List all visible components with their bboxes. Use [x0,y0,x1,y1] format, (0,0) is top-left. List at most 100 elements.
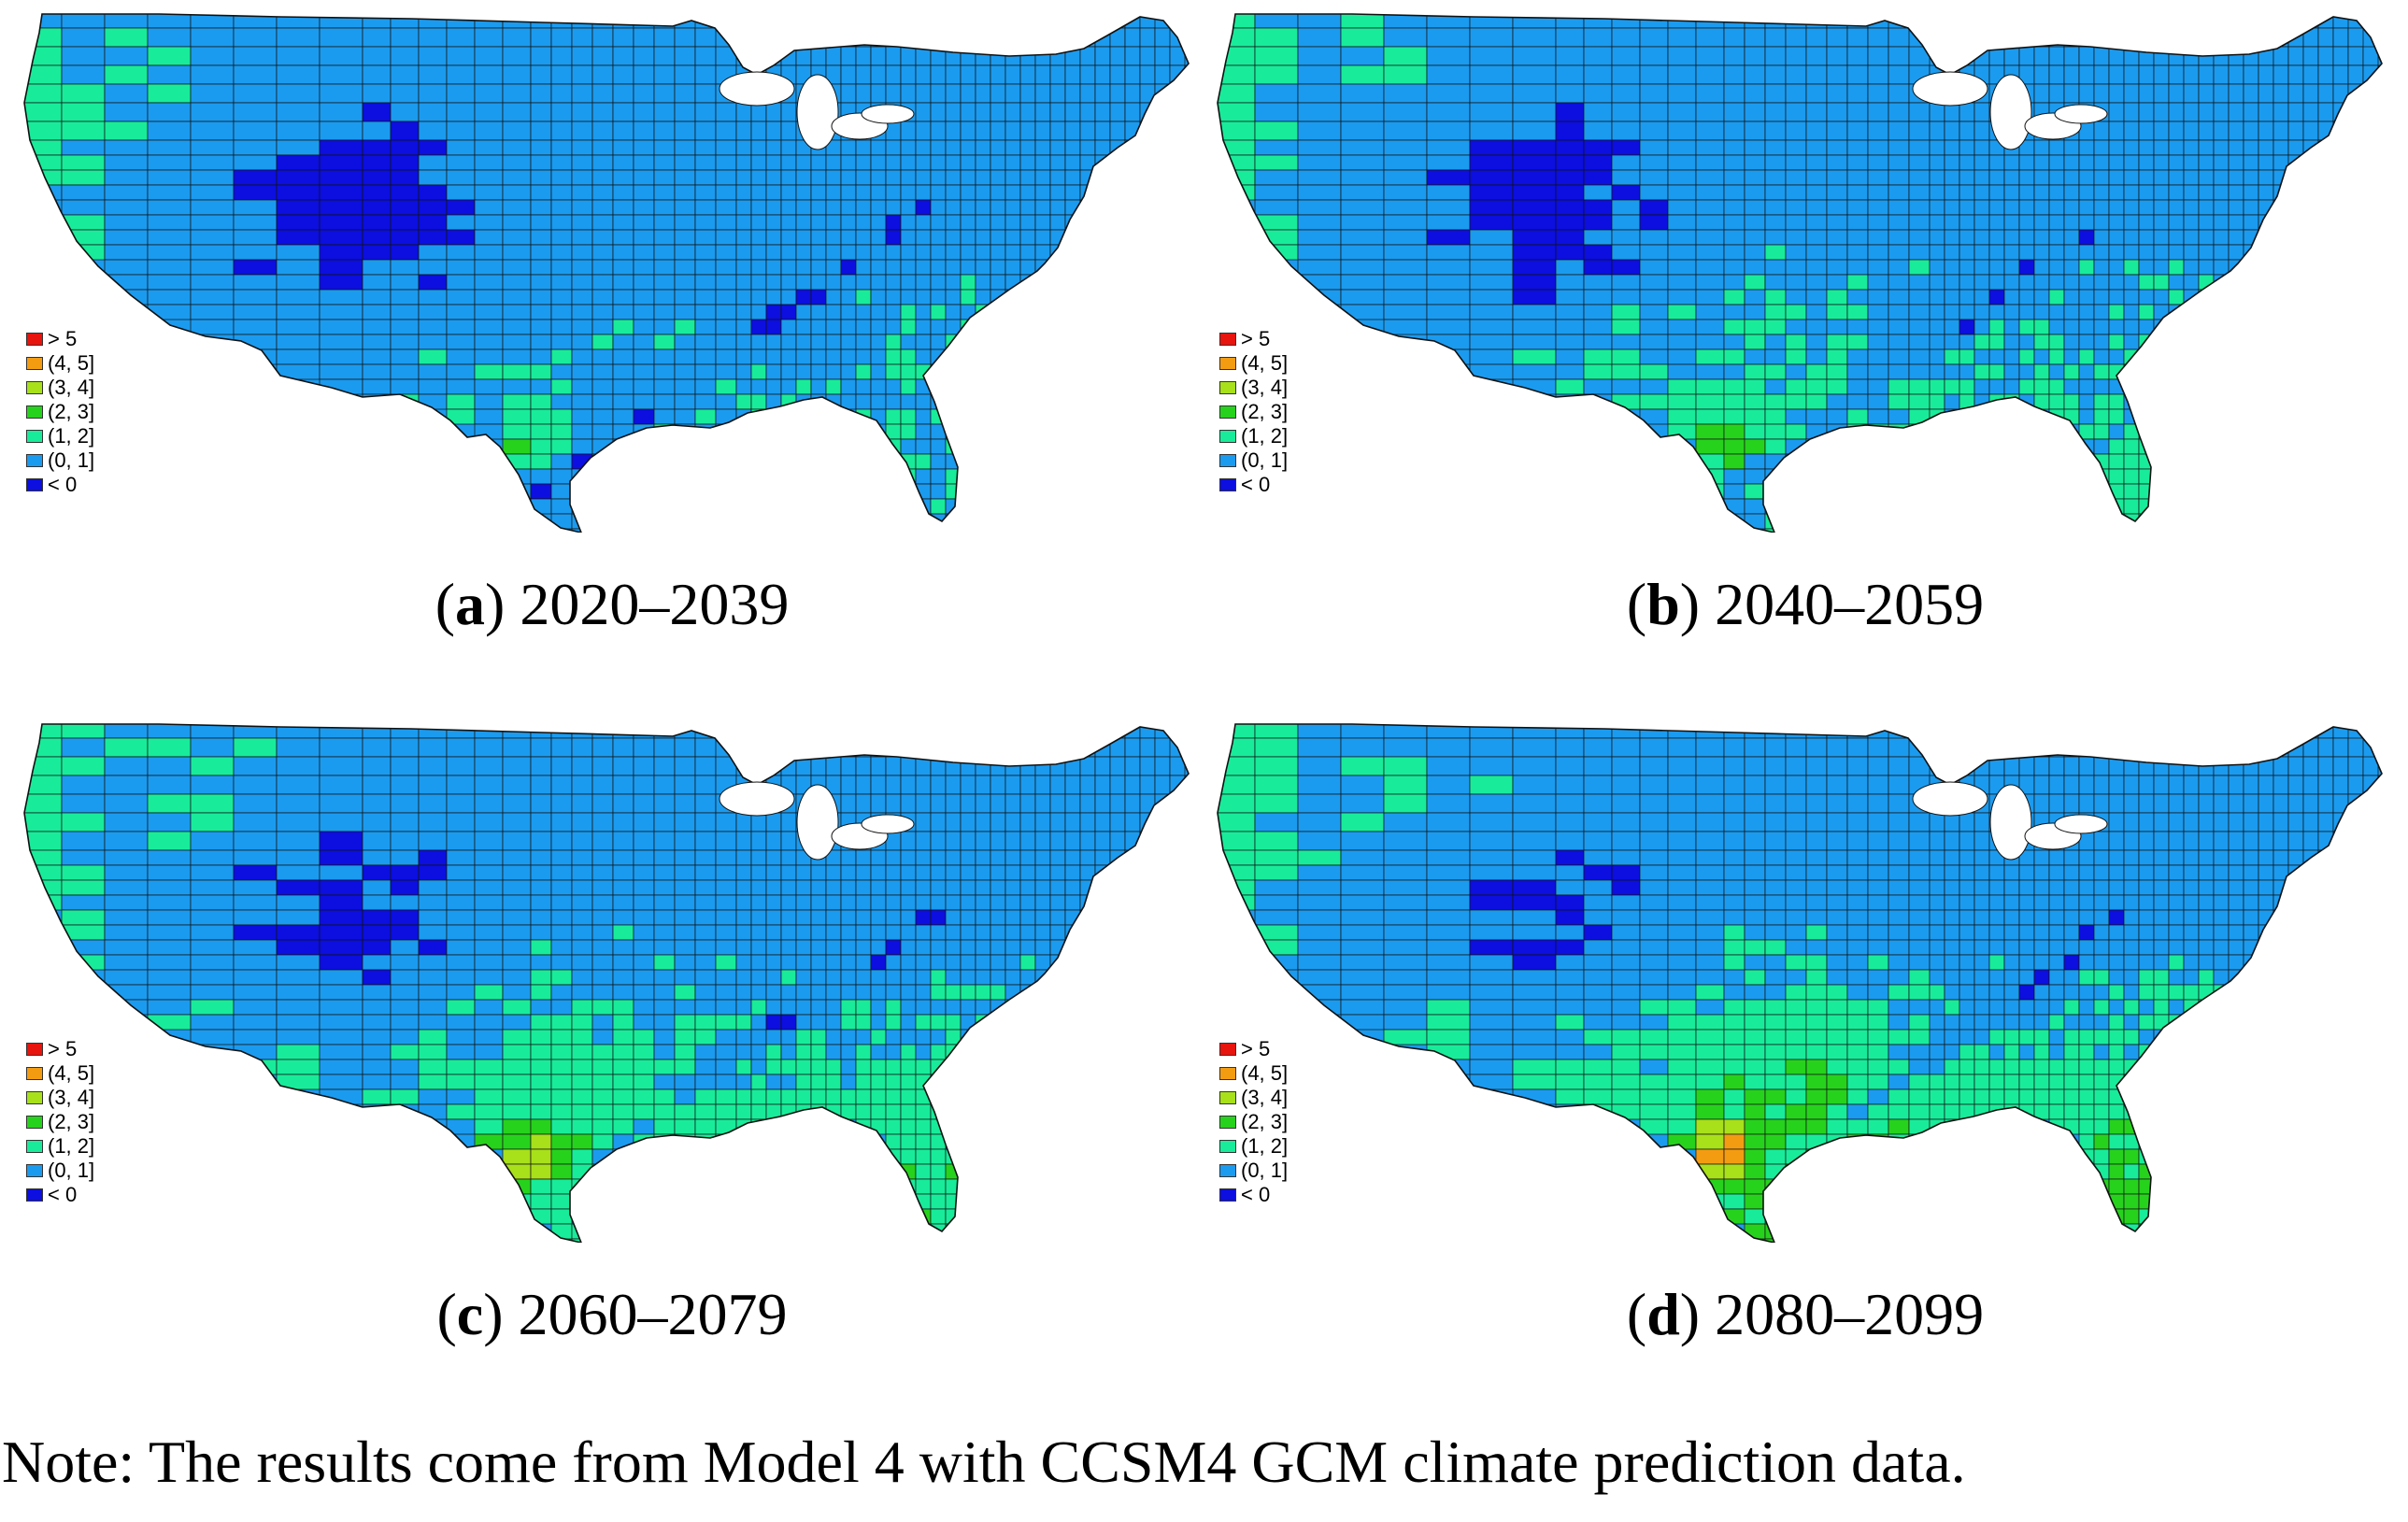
legend-item: (4, 5] [1219,351,1288,376]
figure-note: Note: The results come from Model 4 with… [2,1429,1966,1495]
county [633,27,655,48]
county [1744,304,1766,320]
county [1846,214,1869,231]
county [1639,348,1669,365]
county [2198,102,2215,122]
county [1555,793,1585,814]
county [2093,121,2110,141]
county [418,939,448,956]
county [190,169,235,186]
county [2108,1163,2125,1180]
county [1639,793,1669,814]
county [1929,849,1945,866]
county [1109,737,1126,758]
county [1973,102,1990,122]
county [633,909,655,926]
county [61,812,106,832]
county [1973,909,1990,926]
county [1785,304,1807,320]
county [975,939,991,956]
county [190,64,235,85]
county [840,64,857,85]
county [446,999,476,1016]
county [612,969,634,986]
county [915,1133,932,1150]
county [735,184,752,201]
county [1785,909,1807,926]
county [674,408,696,425]
county [653,334,676,350]
county [190,924,235,941]
county [1959,304,1975,320]
county [502,1059,532,1075]
county [990,121,1006,141]
county [674,1029,696,1045]
county [319,924,363,941]
county [900,1059,917,1075]
county [840,864,857,881]
county [1034,831,1051,851]
county [915,184,932,201]
county [840,954,857,971]
county [418,864,448,881]
county [2078,393,2095,410]
county [1426,756,1471,776]
county [362,1029,392,1045]
county [1426,289,1471,306]
county [1049,894,1066,911]
county [2377,64,2382,85]
county [2123,498,2140,515]
county [390,939,420,956]
county [2078,984,2095,1001]
county [900,1133,917,1150]
county [474,393,504,410]
county [362,334,392,350]
county [2138,244,2155,261]
county [1079,775,1096,795]
county [1888,1088,1910,1105]
county [2108,775,2125,795]
county [612,378,634,395]
county [1254,756,1299,776]
county [147,259,192,276]
county [591,1059,614,1075]
county [104,849,149,866]
county [1512,775,1557,795]
county [1929,169,1945,186]
county [2258,849,2274,866]
county [446,229,476,246]
county [1744,1223,1766,1240]
county [1555,894,1585,911]
county [795,259,812,276]
county [780,849,797,866]
county [390,363,420,380]
county [1805,229,1828,246]
county [1034,793,1051,814]
county [1512,199,1557,216]
county [530,812,552,832]
county [190,894,235,911]
county [1019,259,1036,276]
county [104,139,149,156]
county [319,259,363,276]
county [2198,121,2215,141]
county [1611,121,1641,141]
county [1005,83,1021,104]
county [190,304,235,320]
county [2093,423,2110,440]
county [2123,468,2140,485]
county [1929,1029,1945,1045]
county [674,864,696,881]
county [810,1103,827,1120]
county [810,894,827,911]
county [2033,1074,2050,1090]
county [1469,939,1514,956]
county [474,969,504,986]
county [550,259,573,276]
county [190,259,235,276]
county [571,939,593,956]
county [2273,121,2289,141]
county [190,1014,235,1031]
county [1826,334,1848,350]
county [825,229,842,246]
